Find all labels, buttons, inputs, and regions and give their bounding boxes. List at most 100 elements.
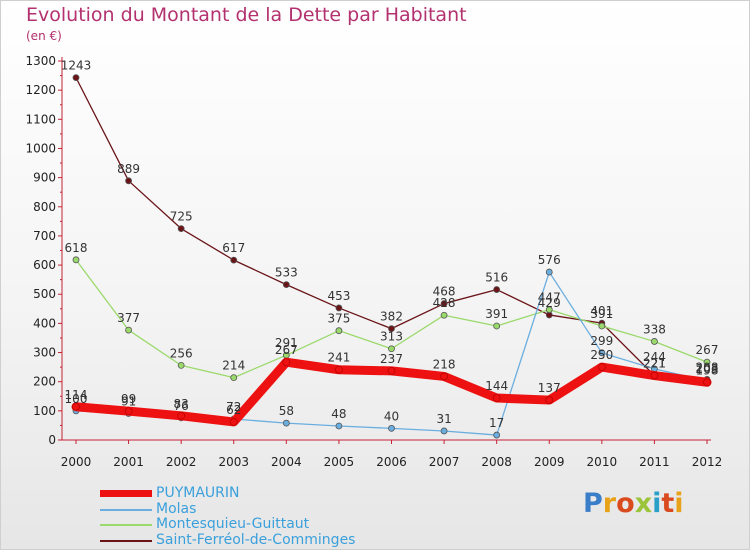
y-tick-label: 800: [33, 200, 56, 214]
y-tick-label: 400: [33, 316, 56, 330]
data-label: 299: [590, 334, 613, 348]
data-point: [545, 396, 554, 404]
data-label: 1243: [61, 59, 92, 73]
data-label: 91: [121, 394, 136, 408]
data-point: [703, 358, 711, 366]
data-point: [335, 422, 343, 430]
data-label: 58: [279, 404, 294, 418]
data-point: [388, 424, 395, 432]
data-label: 114: [65, 388, 88, 402]
x-tick-label: 2000: [61, 455, 92, 469]
data-label: 137: [538, 381, 561, 395]
data-label: 453: [327, 289, 350, 303]
data-point: [440, 427, 448, 435]
x-tick-label: 2008: [481, 455, 512, 469]
data-point: [230, 256, 238, 264]
data-point: [177, 411, 186, 420]
data-label: 17: [489, 416, 504, 430]
data-label: 214: [222, 359, 245, 373]
x-tick-label: 2011: [639, 455, 670, 469]
data-label: 375: [327, 312, 350, 326]
legend-swatch: [100, 508, 152, 511]
data-point: [387, 367, 396, 375]
data-label: 221: [643, 357, 666, 371]
data-label: 208: [696, 360, 719, 374]
data-point: [440, 300, 448, 307]
data-point: [282, 358, 291, 367]
data-label: 267: [696, 343, 719, 357]
data-label: 725: [170, 210, 193, 224]
data-point: [493, 431, 501, 439]
data-label: 889: [117, 162, 140, 176]
data-label: 100: [65, 392, 88, 406]
y-tick-label: 900: [33, 171, 56, 185]
data-point: [388, 325, 395, 333]
data-point: [229, 418, 238, 426]
data-point: [597, 363, 606, 372]
data-label: 40: [384, 409, 399, 423]
data-label: 250: [590, 348, 613, 362]
data-label: 76: [174, 399, 189, 413]
y-tick-label: 500: [33, 287, 56, 301]
data-label: 576: [538, 253, 561, 267]
data-label: 72: [226, 400, 241, 414]
logo-letter: P: [583, 488, 603, 519]
data-label: 617: [222, 241, 245, 255]
data-point: [230, 374, 238, 382]
data-label: 313: [380, 330, 403, 344]
data-point: [493, 322, 501, 330]
data-point: [545, 306, 553, 314]
data-point: [125, 177, 132, 185]
data-label: 618: [65, 241, 88, 255]
data-point: [335, 304, 343, 312]
data-label: 267: [275, 343, 298, 357]
legend-label: PUYMAURIN: [156, 485, 240, 501]
data-label: 203: [696, 362, 719, 376]
data-point: [545, 268, 553, 276]
legend-swatch: [100, 524, 152, 526]
x-tick-label: 2009: [534, 455, 565, 469]
data-point: [492, 394, 501, 402]
data-label: 48: [331, 407, 346, 421]
data-label: 468: [433, 285, 456, 299]
data-point: [650, 371, 659, 380]
data-label: 291: [275, 336, 298, 350]
data-label: 198: [696, 363, 719, 377]
x-tick-label: 2001: [113, 455, 144, 469]
data-label: 256: [170, 346, 193, 360]
y-tick-label: 200: [33, 375, 56, 389]
data-point: [651, 338, 658, 345]
data-label: 338: [643, 322, 666, 336]
data-label: 221: [643, 357, 666, 371]
data-label: 62: [226, 403, 241, 417]
data-label: 447: [538, 291, 561, 305]
legend-label: Montesquieu-Guittaut: [156, 516, 310, 532]
x-tick-label: 2005: [324, 455, 355, 469]
proxiti-logo: Proxiti: [583, 488, 684, 519]
data-label: 144: [485, 379, 508, 393]
chart-title: Evolution du Montant de la Dette par Hab…: [26, 4, 467, 26]
data-label: 391: [590, 307, 613, 321]
data-point: [125, 326, 132, 334]
data-label: 391: [485, 307, 508, 321]
y-tick-label: 700: [33, 229, 56, 243]
x-tick-label: 2002: [166, 455, 197, 469]
legend-label: Molas: [156, 500, 197, 517]
logo-letter: o: [616, 488, 635, 519]
data-label: 533: [275, 266, 298, 280]
data-point: [598, 322, 606, 330]
data-point: [493, 286, 501, 293]
data-label: 244: [643, 350, 666, 364]
data-point: [124, 407, 133, 416]
y-tick-label: 0: [48, 433, 56, 447]
logo-letter: i: [674, 488, 684, 519]
data-point: [282, 419, 290, 427]
data-point: [703, 378, 711, 387]
y-tick-label: 1200: [25, 83, 56, 97]
x-tick-label: 2012: [692, 455, 723, 469]
data-point: [440, 311, 448, 319]
data-point: [72, 256, 80, 264]
data-label: 237: [380, 352, 403, 366]
x-tick-label: 2007: [429, 455, 460, 469]
x-tick-label: 2010: [587, 455, 618, 469]
